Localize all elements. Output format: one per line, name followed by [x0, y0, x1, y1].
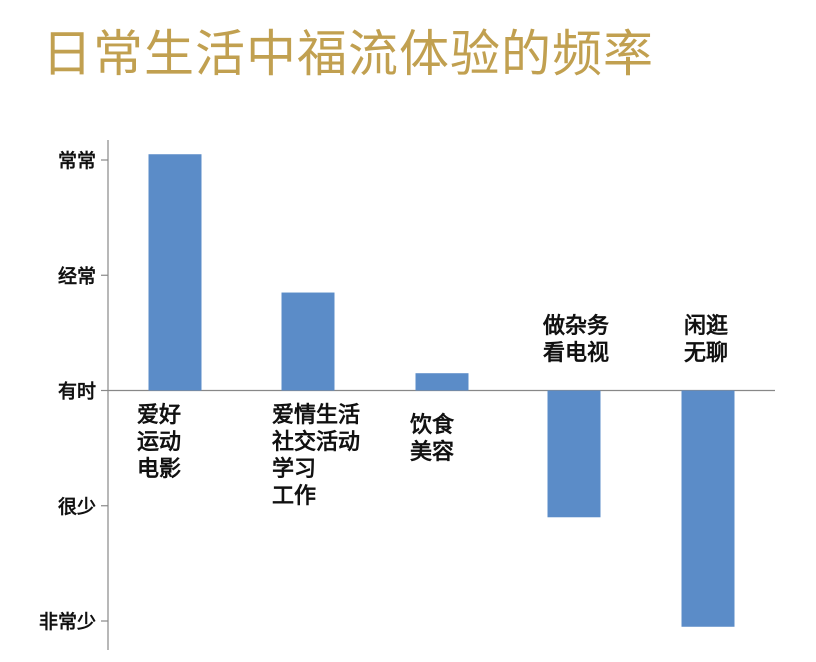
bar — [281, 292, 335, 391]
category-label: 工作 — [272, 484, 316, 509]
bar — [415, 373, 469, 391]
bar — [681, 390, 735, 627]
y-tick-label: 很少 — [58, 495, 96, 518]
category-label: 做杂务 — [542, 313, 610, 339]
category-label: 爱情生活 — [272, 402, 360, 428]
category-label: 闲逛 — [684, 313, 728, 339]
bar — [148, 154, 202, 391]
category-label: 饮食 — [409, 412, 455, 438]
category-label: 美容 — [410, 439, 454, 465]
category-label: 爱好 — [137, 402, 181, 428]
category-label: 运动 — [137, 430, 181, 455]
y-tick-label: 有时 — [58, 380, 96, 403]
category-label: 看电视 — [543, 340, 609, 366]
chart-title: 日常生活中福流体验的频率 — [42, 25, 654, 83]
y-tick-label: 经常 — [58, 264, 96, 287]
y-tick-label: 常常 — [58, 149, 96, 172]
bar — [547, 390, 601, 518]
category-label: 学习 — [272, 456, 316, 482]
y-tick-label: 非常少 — [39, 610, 96, 633]
category-label: 社交活动 — [272, 429, 360, 455]
category-label: 无聊 — [684, 341, 728, 366]
category-label: 电影 — [137, 457, 181, 482]
